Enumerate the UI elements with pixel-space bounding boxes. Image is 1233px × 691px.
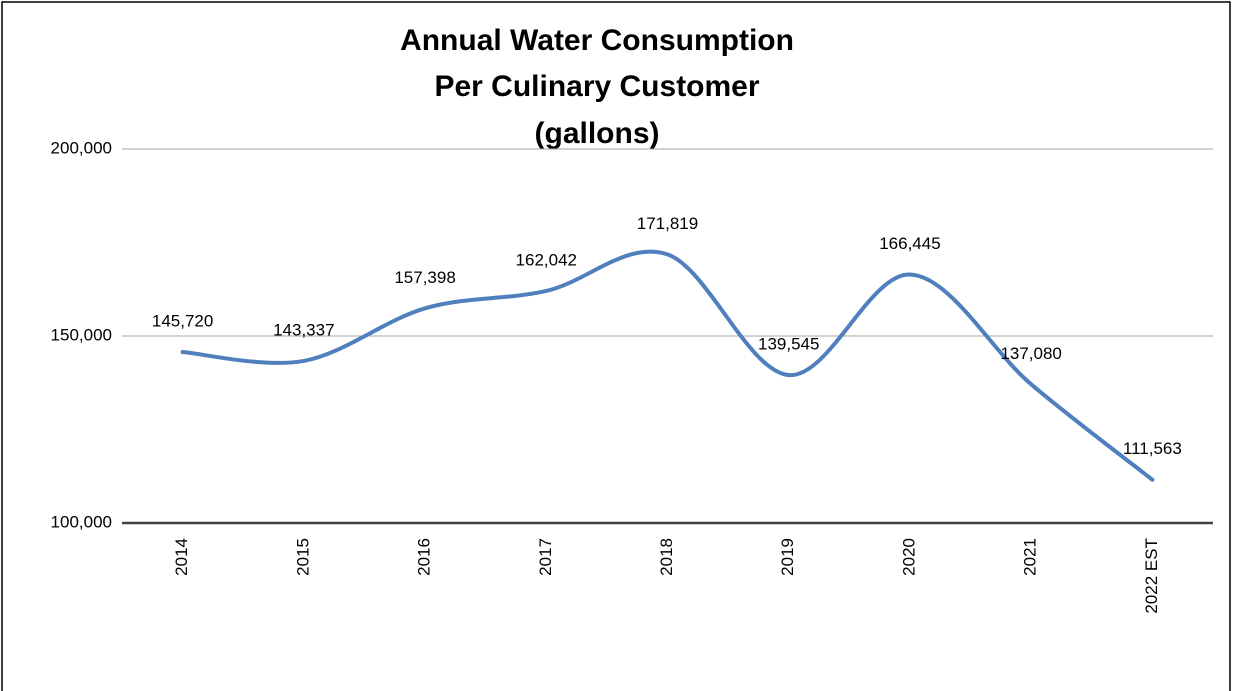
x-tick-label: 2018 (657, 538, 676, 576)
chart-title: (gallons) (535, 117, 660, 150)
x-tick-label: 2022 EST (1142, 538, 1161, 614)
x-tick-label: 2016 (415, 538, 434, 576)
data-label: 145,720 (152, 311, 213, 330)
y-tick-label: 150,000 (51, 325, 112, 344)
y-tick-label: 100,000 (51, 512, 112, 531)
chart-title: Per Culinary Customer (434, 70, 759, 103)
data-label: 143,337 (273, 320, 334, 339)
x-tick-label: 2021 (1021, 538, 1040, 576)
x-tick-label: 2020 (899, 538, 918, 576)
data-label: 157,398 (394, 268, 455, 287)
data-label: 171,819 (637, 214, 698, 233)
x-tick-label: 2017 (536, 538, 555, 576)
x-tick-label: 2014 (172, 538, 191, 576)
series-line (180, 249, 1155, 482)
chart-title: Annual Water Consumption (400, 24, 794, 57)
x-tick-label: 2015 (293, 538, 312, 576)
x-tick-label: 2019 (778, 538, 797, 576)
data-label: 137,080 (1000, 344, 1061, 363)
y-tick-label: 200,000 (51, 138, 112, 157)
data-label: 139,545 (758, 335, 819, 354)
data-label: 111,563 (1123, 439, 1182, 458)
data-label: 162,042 (516, 250, 577, 269)
data-label: 166,445 (879, 234, 940, 253)
